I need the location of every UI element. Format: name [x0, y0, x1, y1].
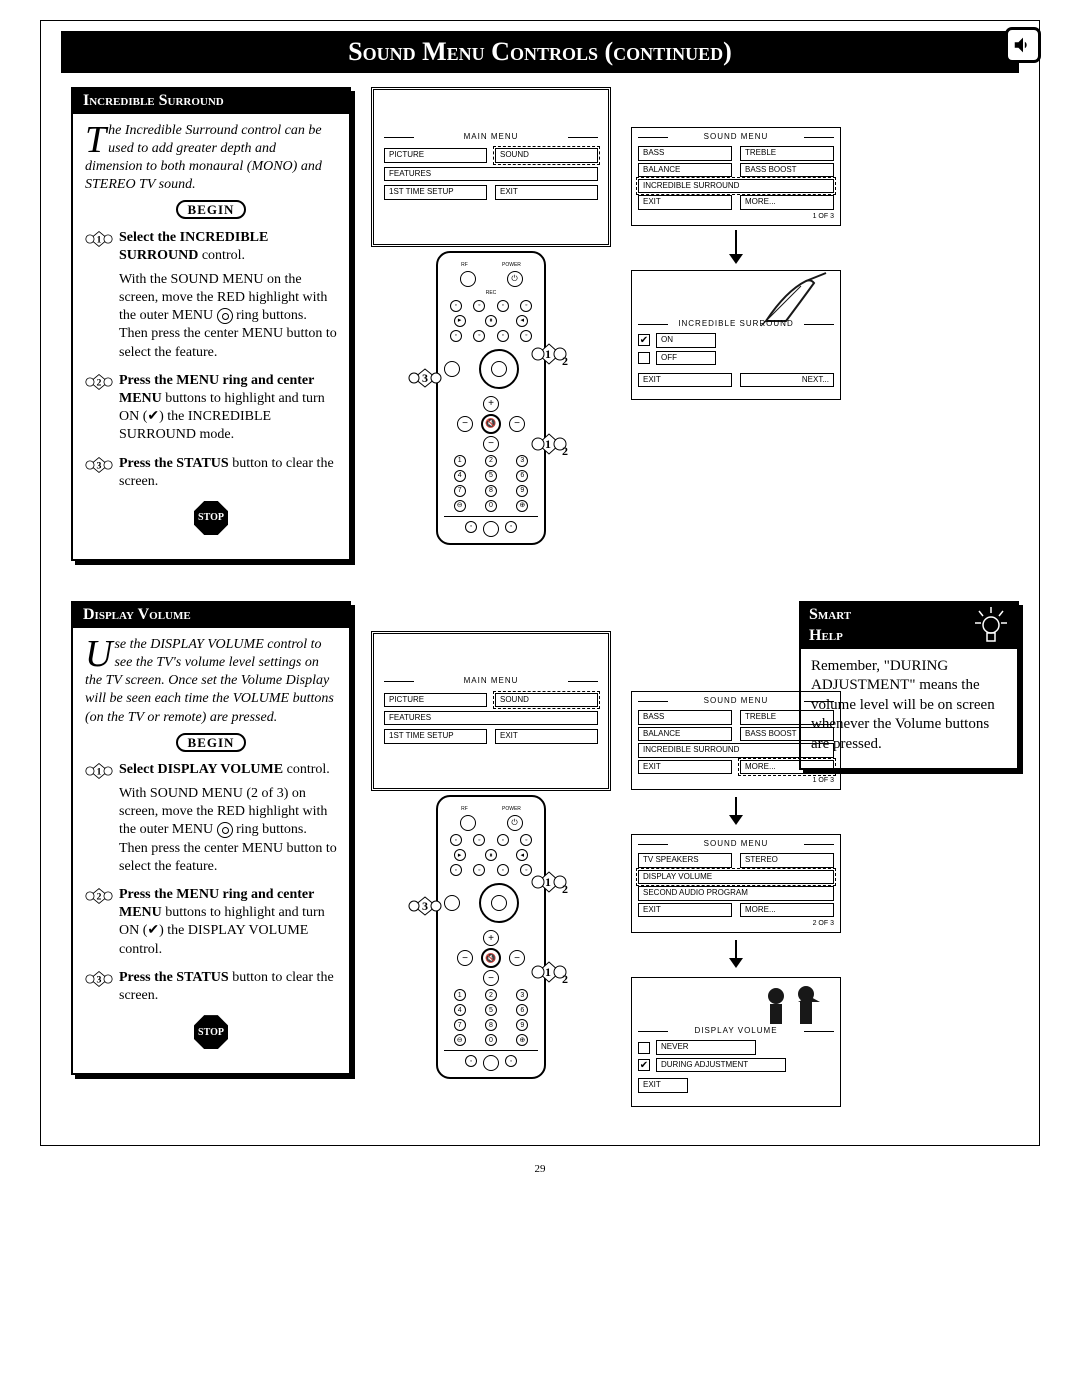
panel-header: Display Volume — [73, 603, 349, 628]
page-title-bar: Sound Menu Controls (continued) — [61, 31, 1019, 73]
callout-1: 12 — [522, 867, 572, 897]
mute-button[interactable]: 🔇 — [481, 948, 501, 968]
down-arrow-icon — [631, 794, 841, 830]
sound-menu-1: SOUND MENU BASSTREBLE BALANCEBASS BOOST … — [631, 127, 841, 226]
remote-control-1: RFPOWER ⏻ REC ◦◦◦◦ ▸⏸◂ ◦◦◦◦ + 🔇 — [436, 251, 546, 545]
svg-text:2: 2 — [562, 444, 568, 458]
sound-menu-2of3: SOUND MENU TV SPEAKERSSTEREO DISPLAY VOL… — [631, 834, 841, 933]
svg-text:1: 1 — [545, 965, 551, 979]
svg-text:3: 3 — [422, 899, 428, 913]
page-title: Sound Menu Controls (continued) — [348, 37, 732, 66]
menu-ring[interactable] — [479, 349, 519, 389]
step-3: 3 Press the STATUS button to clear the s… — [85, 969, 337, 1005]
svg-text:3: 3 — [422, 371, 428, 385]
lightbulb-icon — [971, 605, 1011, 645]
begin-badge: BEGIN — [85, 735, 337, 753]
svg-text:1: 1 — [545, 347, 551, 361]
stop-badge: STOP — [85, 501, 337, 535]
tv-main-menu-1: MAIN MENU PICTURESOUND FEATURES 1ST TIME… — [371, 87, 611, 247]
svg-text:2: 2 — [97, 891, 102, 902]
down-arrow-icon — [631, 937, 841, 973]
svg-text:3: 3 — [97, 974, 102, 985]
intro-text: U se the DISPLAY VOLUME control to see t… — [85, 636, 337, 727]
format-button[interactable] — [444, 361, 460, 377]
callout-1b: 12 — [522, 429, 572, 459]
ch-down[interactable]: − — [483, 970, 499, 986]
intro-text: T he Incredible Surround control can be … — [85, 122, 337, 195]
display-volume-screen: DISPLAY VOLUME NEVER ✔DURING ADJUSTMENT … — [631, 977, 841, 1107]
surround-option-screen: INCREDIBLE SURROUND ✔ON OFF EXITNEXT... — [631, 270, 841, 400]
menu-ring-icon — [217, 308, 233, 324]
callout-3: 3 — [408, 895, 442, 917]
smart-help-box: Smart Help Remember, "DURING ADJUSTMENT"… — [799, 601, 1019, 771]
sound-icon — [1005, 27, 1041, 63]
down-arrow-icon — [631, 230, 841, 266]
smart-help-text: Remember, "DURING ADJUSTMENT" means the … — [811, 658, 995, 752]
menu-ring[interactable] — [479, 883, 519, 923]
display-volume-panel: Display Volume U se the DISPLAY VOLUME c… — [71, 601, 351, 1075]
tv-main-menu-2: MAIN MENU PICTURESOUND FEATURES 1ST TIME… — [371, 631, 611, 791]
callout-1: 12 — [522, 339, 572, 369]
svg-text:2: 2 — [562, 354, 568, 368]
page-number: 29 — [40, 1162, 1040, 1176]
vol-down[interactable]: − — [457, 950, 473, 966]
incredible-surround-panel: Incredible Surround T he Incredible Surr… — [71, 87, 351, 561]
vol-down[interactable]: − — [457, 416, 473, 432]
callout-1b: 12 — [522, 957, 572, 987]
ch-down[interactable]: − — [483, 436, 499, 452]
svg-text:1: 1 — [97, 234, 102, 245]
ch-up[interactable]: + — [483, 930, 499, 946]
step-2: 2 Press the MENU ring and center MENU bu… — [85, 886, 337, 959]
menu-ring-icon — [217, 822, 233, 838]
ch-up[interactable]: + — [483, 396, 499, 412]
svg-text:1: 1 — [545, 437, 551, 451]
panel-header: Incredible Surround — [73, 89, 349, 114]
remote-control-2: RFPOWER ⏻ ◦◦◦◦ ▸⏸◂ ◦◦◦◦ + 🔇 − — [436, 795, 546, 1080]
svg-text:1: 1 — [97, 766, 102, 777]
svg-text:2: 2 — [562, 972, 568, 986]
step-2: 2 Press the MENU ring and center MENU bu… — [85, 372, 337, 445]
svg-text:2: 2 — [562, 882, 568, 896]
svg-text:1: 1 — [545, 875, 551, 889]
svg-text:3: 3 — [97, 460, 102, 471]
step-1: 1 Select DISPLAY VOLUME control. With SO… — [85, 761, 337, 876]
begin-badge: BEGIN — [85, 202, 337, 220]
svg-text:2: 2 — [97, 377, 102, 388]
stop-badge: STOP — [85, 1015, 337, 1049]
step-1: 1 Select the INCREDIBLE SURROUND control… — [85, 229, 337, 362]
mute-button[interactable]: 🔇 — [481, 414, 501, 434]
callout-3: 3 — [408, 367, 442, 389]
format-button[interactable] — [444, 895, 460, 911]
step-3: 3 Press the STATUS button to clear the s… — [85, 455, 337, 491]
